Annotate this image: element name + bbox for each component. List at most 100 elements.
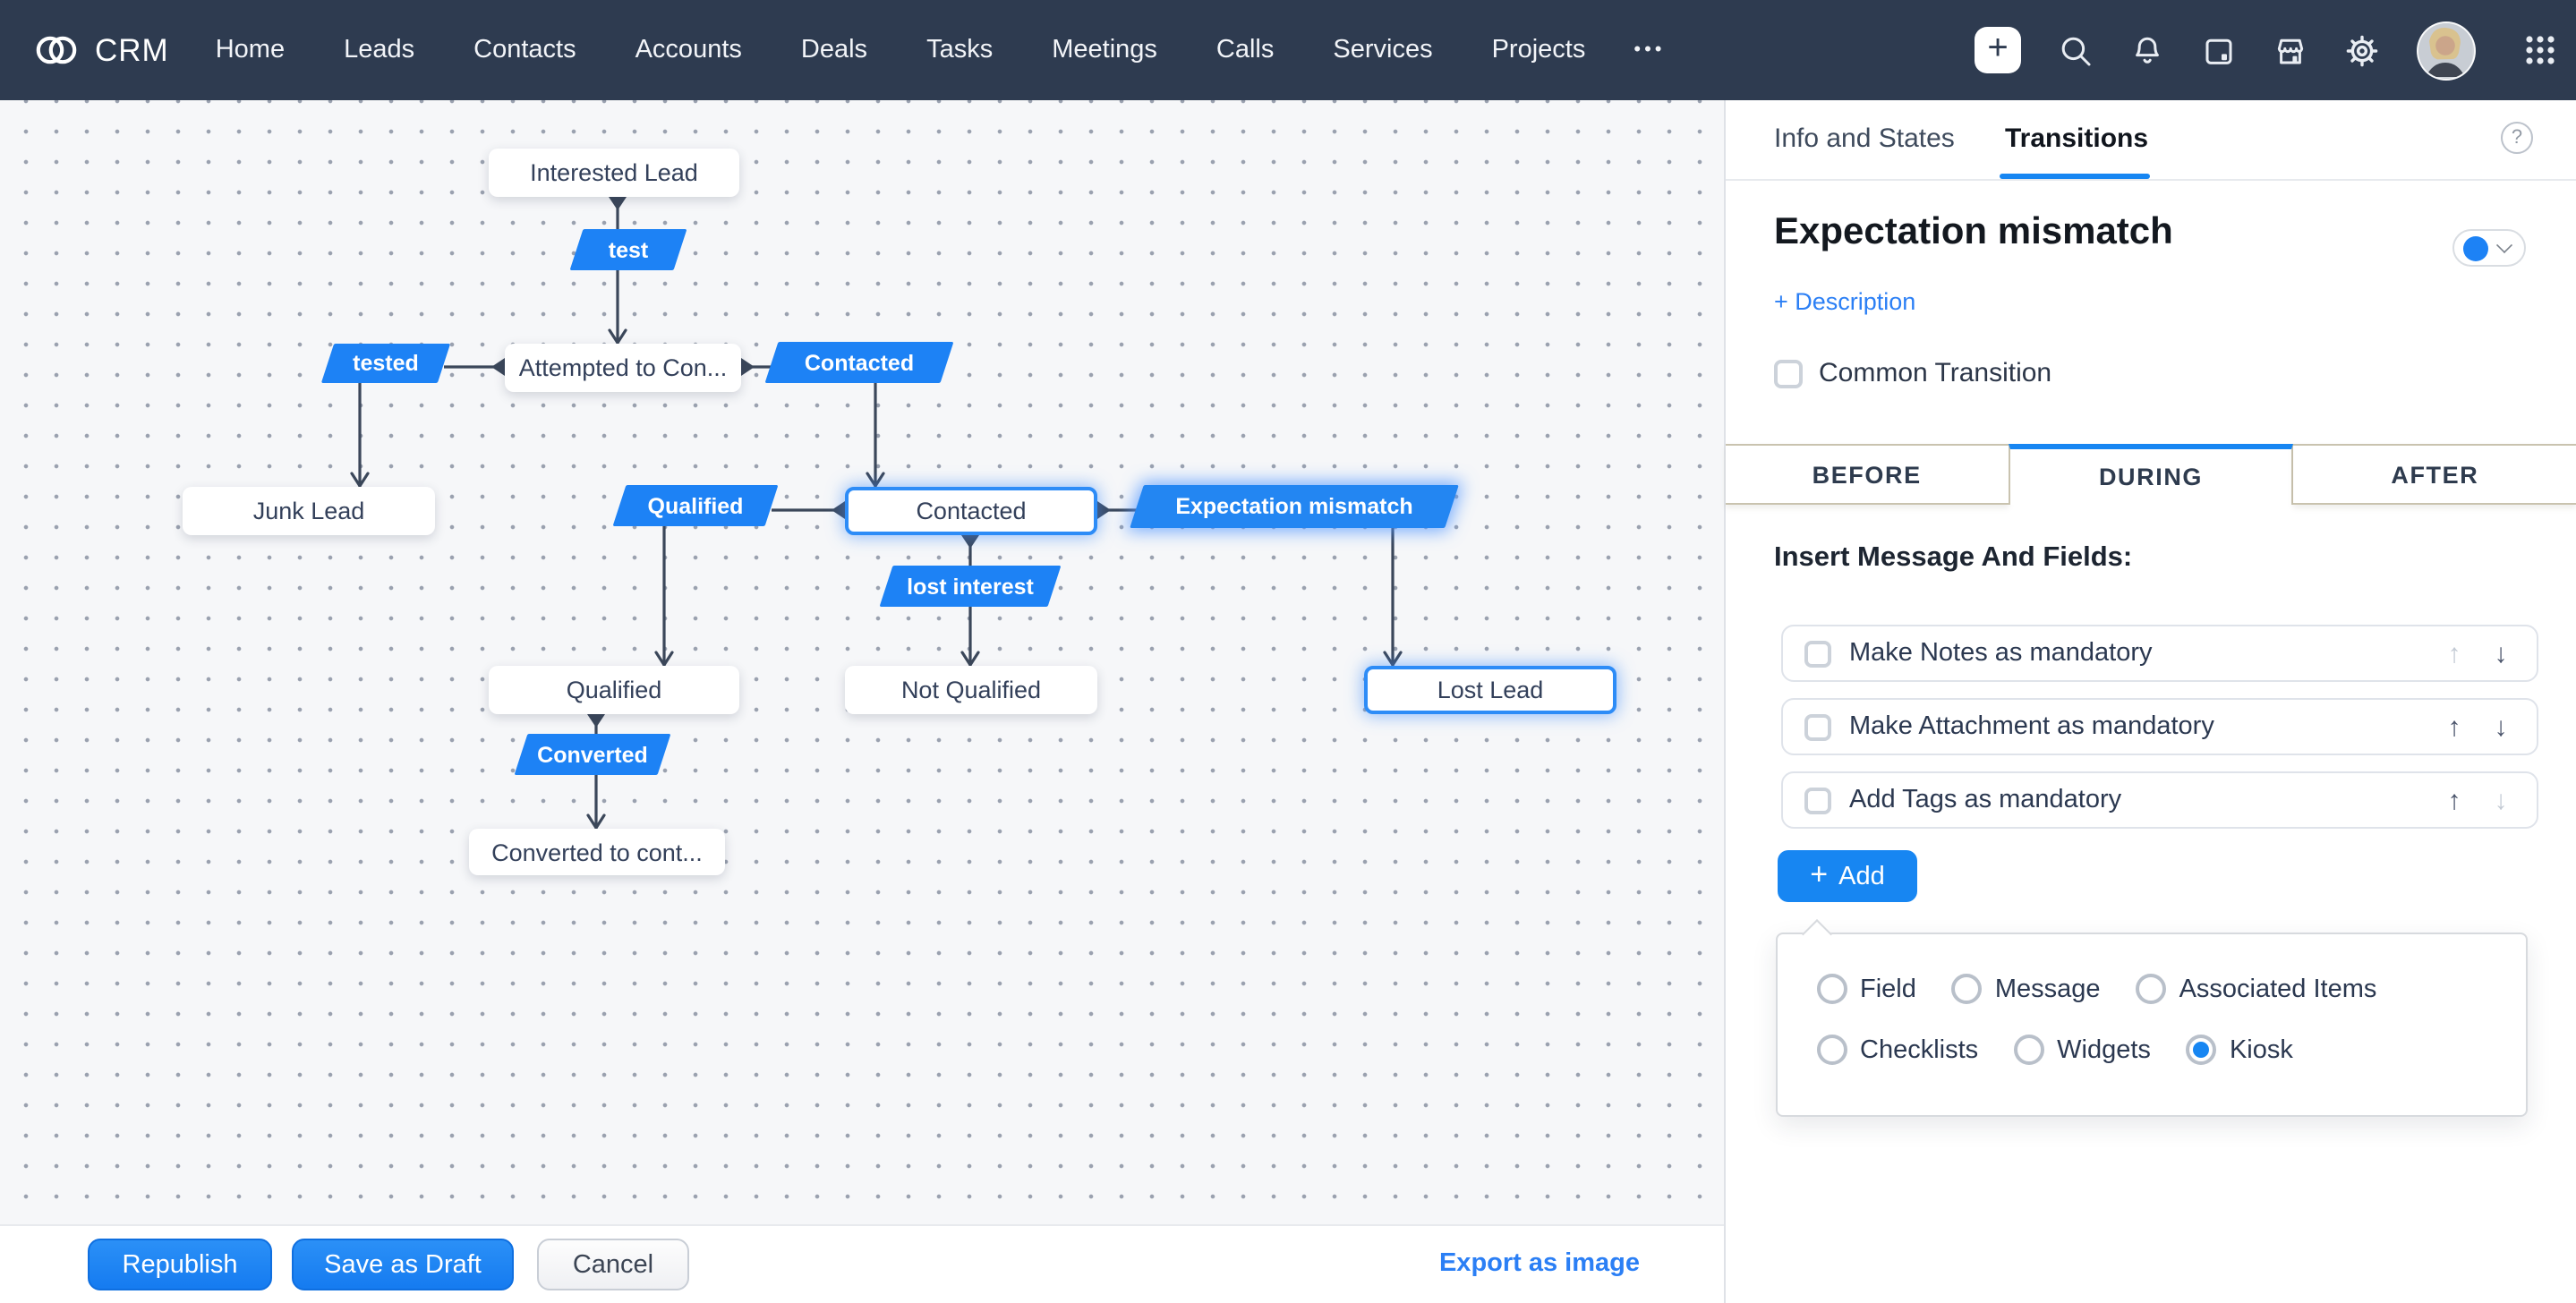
brand-label: CRM: [95, 31, 169, 67]
move-up-icon[interactable]: ↑: [2447, 711, 2461, 742]
transition-expectation-mismatch[interactable]: Expectation mismatch: [1137, 485, 1452, 528]
tab-transitions[interactable]: Transitions: [2005, 123, 2149, 154]
state-qualified[interactable]: Qualified: [489, 666, 739, 714]
status-dot: [2463, 235, 2488, 260]
nav-item-contacts[interactable]: Contacts: [473, 36, 576, 64]
row-checkbox[interactable]: [1804, 713, 1831, 740]
radio-field[interactable]: Field: [1817, 974, 1916, 1004]
move-down-icon[interactable]: ↓: [2494, 638, 2508, 669]
transition-converted[interactable]: Converted: [521, 734, 664, 775]
apps-grid-icon[interactable]: [2524, 34, 2556, 66]
radio-row-1: Field Message Associated Items: [1817, 974, 2376, 1004]
radio-checklists[interactable]: Checklists: [1817, 1035, 1978, 1065]
row-checkbox[interactable]: [1804, 640, 1831, 667]
republish-button[interactable]: Republish: [88, 1239, 272, 1290]
flow-edges: [350, 197, 1403, 830]
add-button-label: Add: [1838, 862, 1885, 890]
transition-test[interactable]: test: [576, 229, 680, 270]
cancel-button[interactable]: Cancel: [537, 1239, 689, 1290]
tab-info-and-states[interactable]: Info and States: [1774, 123, 1955, 154]
plus-icon: +: [1810, 857, 1829, 891]
add-options-popover: Field Message Associated Items Checklists W…: [1776, 933, 2528, 1117]
row-label: Make Attachment as mandatory: [1849, 712, 2214, 741]
export-as-image-link[interactable]: Export as image: [1438, 1249, 1640, 1278]
zoho-logo-icon: [36, 36, 77, 64]
top-navigation-bar: CRM Home Leads Contacts Accounts Deals Tasks M…: [0, 0, 2576, 100]
mandatory-row[interactable]: Make Notes as mandatory ↑ ↓: [1781, 625, 2538, 682]
transition-contacted-transition[interactable]: Contacted: [772, 342, 947, 383]
create-plus-icon[interactable]: +: [1975, 27, 2021, 73]
chevron-down-icon: [2495, 236, 2513, 254]
calendar-icon[interactable]: [2202, 33, 2236, 67]
tab-after[interactable]: AFTER: [2293, 444, 2576, 505]
radio-dot: [2186, 1035, 2217, 1065]
radio-dot: [2014, 1035, 2045, 1065]
state-converted-to-contact[interactable]: Converted to cont...: [469, 829, 725, 875]
radio-kiosk[interactable]: Kiosk: [2186, 1035, 2293, 1065]
radio-associated-items[interactable]: Associated Items: [2136, 974, 2377, 1004]
common-transition-label: Common Transition: [1819, 358, 2052, 388]
notifications-bell-icon[interactable]: [2130, 33, 2164, 67]
radio-label: Field: [1860, 975, 1916, 1003]
nav-item-home[interactable]: Home: [215, 36, 286, 64]
add-button[interactable]: + Add: [1778, 850, 1917, 902]
radio-label: Associated Items: [2179, 975, 2377, 1003]
nav-more-button[interactable]: •••: [1633, 39, 1666, 61]
tab-during[interactable]: DURING: [2008, 444, 2294, 505]
help-icon[interactable]: ?: [2501, 122, 2533, 154]
radio-dot: [1817, 1035, 1847, 1065]
nav-item-tasks[interactable]: Tasks: [926, 36, 994, 64]
row-label: Add Tags as mandatory: [1849, 786, 2122, 814]
marketplace-store-icon[interactable]: [2273, 33, 2307, 67]
crm-logo[interactable]: CRM: [34, 30, 169, 70]
state-lost-lead[interactable]: Lost Lead: [1364, 666, 1616, 714]
row-label: Make Notes as mandatory: [1849, 639, 2153, 668]
nav-item-services[interactable]: Services: [1333, 36, 1433, 64]
save-as-draft-button[interactable]: Save as Draft: [292, 1239, 514, 1290]
radio-label: Message: [1994, 975, 2101, 1003]
nav-item-meetings[interactable]: Meetings: [1052, 36, 1157, 64]
mandatory-row[interactable]: Make Attachment as mandatory ↑ ↓: [1781, 698, 2538, 755]
radio-row-2: Checklists Widgets Kiosk: [1817, 1035, 2293, 1065]
move-down-icon[interactable]: ↓: [2494, 711, 2508, 742]
move-down-icon[interactable]: ↓: [2494, 785, 2508, 815]
move-up-icon[interactable]: ↑: [2447, 785, 2461, 815]
transition-settings-panel: Info and States Transitions ? Expectatio…: [1724, 100, 2576, 1303]
add-description-link[interactable]: + Description: [1774, 288, 1916, 315]
radio-dot: [1817, 974, 1847, 1004]
transition-qualified-transition[interactable]: Qualified: [619, 485, 772, 526]
status-toggle[interactable]: [2452, 229, 2526, 267]
mandatory-row[interactable]: Add Tags as mandatory ↑ ↓: [1781, 771, 2538, 829]
radio-label: Checklists: [1860, 1035, 1979, 1064]
nav-item-leads[interactable]: Leads: [344, 36, 415, 64]
nav-item-calls[interactable]: Calls: [1215, 36, 1275, 64]
state-attempted-to-contact[interactable]: Attempted to Con...: [505, 344, 741, 392]
row-checkbox[interactable]: [1804, 787, 1831, 813]
nav-item-deals[interactable]: Deals: [800, 36, 868, 64]
radio-widgets[interactable]: Widgets: [2014, 1035, 2151, 1065]
state-junk-lead[interactable]: Junk Lead: [183, 487, 435, 535]
search-icon[interactable]: [2059, 33, 2093, 67]
state-contacted[interactable]: Contacted: [845, 487, 1097, 535]
common-transition-checkbox[interactable]: [1774, 359, 1803, 387]
panel-header: Info and States Transitions ?: [1726, 100, 2576, 181]
active-tab-underline: [2000, 174, 2150, 179]
tab-before[interactable]: BEFORE: [1726, 444, 2009, 505]
state-not-qualified[interactable]: Not Qualified: [845, 666, 1097, 714]
move-up-icon[interactable]: ↑: [2447, 638, 2461, 669]
radio-message[interactable]: Message: [1951, 974, 2101, 1004]
common-transition-row: Common Transition: [1774, 358, 2051, 388]
settings-gear-icon[interactable]: [2345, 33, 2379, 67]
transition-tested[interactable]: tested: [328, 344, 444, 383]
user-avatar[interactable]: [2417, 21, 2476, 80]
nav-item-projects[interactable]: Projects: [1491, 36, 1586, 64]
state-interested-lead[interactable]: Interested Lead: [489, 149, 739, 197]
nav-right-icons: +: [1975, 21, 2576, 80]
blueprint-canvas[interactable]: test tested Contacted Qualified Expectation …: [0, 100, 1724, 1303]
transition-title: Expectation mismatch: [1774, 211, 2173, 252]
transition-lost-interest[interactable]: lost interest: [886, 566, 1054, 607]
insert-message-heading: Insert Message And Fields:: [1774, 542, 2133, 573]
nav-item-accounts[interactable]: Accounts: [635, 36, 742, 64]
canvas-footer: Republish Save as Draft Cancel Export as…: [0, 1224, 1724, 1303]
nav-items: Home Leads Contacts Accounts Deals Tasks Meeti…: [216, 36, 1666, 64]
